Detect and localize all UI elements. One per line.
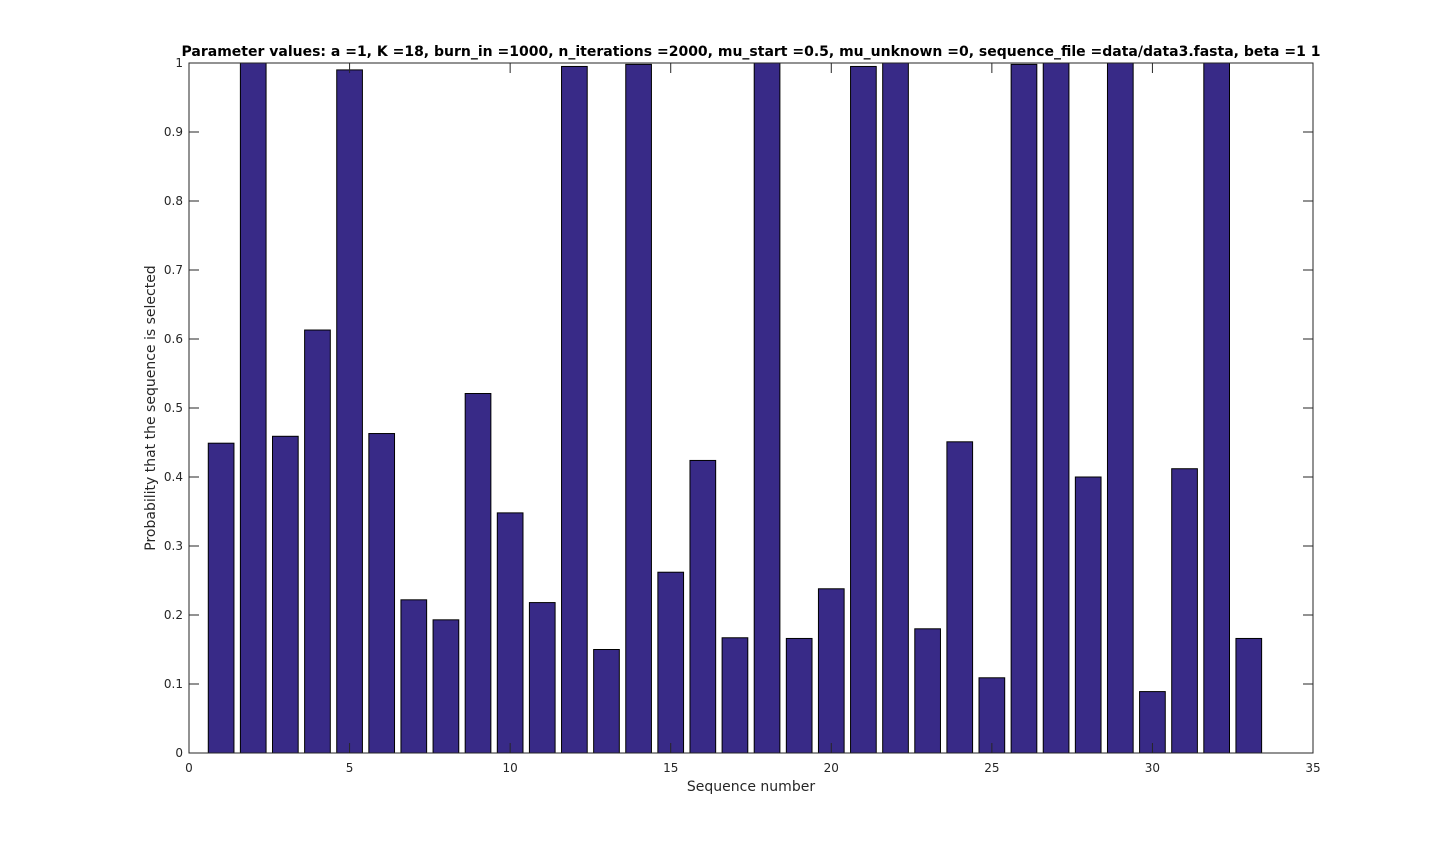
y-tick-label: 0: [175, 746, 183, 760]
bars-layer: [207, 62, 1263, 754]
y-tick-label: 0.7: [164, 263, 183, 277]
x-tick-label: 5: [346, 761, 354, 775]
bar-19: [785, 637, 813, 754]
bar-5: [336, 69, 363, 754]
bar-4: [304, 329, 331, 754]
bar-26: [1010, 63, 1038, 754]
bar-13: [593, 649, 620, 754]
x-tick-label: 35: [1305, 761, 1320, 775]
bar-15: [657, 571, 685, 754]
bar-33: [1235, 637, 1263, 754]
bar-9: [464, 393, 492, 754]
y-tick-label: 0.9: [164, 125, 183, 139]
y-tick-label: 0.3: [164, 539, 183, 553]
x-tick-label: 25: [984, 761, 999, 775]
x-axis-label: Sequence number: [687, 779, 815, 795]
ticks-layer: 0 5 10 15 20 25 30 35 0 0.1 0.2 0.3 0.4 0.5 0.6 0.7 0.8 0…: [164, 56, 1321, 775]
bar-17: [721, 637, 749, 754]
bar-30: [1139, 691, 1166, 754]
bar-18: [753, 62, 781, 754]
x-tick-label: 10: [503, 761, 518, 775]
bar-16: [689, 459, 717, 754]
y-tick-label: 0.2: [164, 608, 183, 622]
bar-20: [817, 588, 845, 754]
bar-32: [1203, 62, 1231, 754]
bar-23: [914, 628, 941, 754]
chart-title: Parameter values: a =1, K =18, burn_in =…: [182, 44, 1321, 60]
y-tick-label: 0.4: [164, 470, 183, 484]
bar-8: [432, 619, 460, 754]
bar-24: [946, 441, 974, 754]
y-tick-label: 0.8: [164, 194, 183, 208]
bar-11: [528, 602, 556, 754]
x-tick-label: 15: [663, 761, 678, 775]
y-axis-label: Probability that the sequence is selecte…: [143, 265, 159, 550]
bar-2: [239, 62, 267, 754]
y-tick-label: 0.1: [164, 677, 183, 691]
bar-14: [625, 63, 652, 754]
bar-1: [207, 442, 235, 754]
bar-21: [850, 65, 877, 754]
y-tick-label: 0.6: [164, 332, 183, 346]
y-tick-label: 1: [175, 56, 183, 70]
bar-12: [561, 65, 588, 754]
bar-31: [1171, 468, 1198, 754]
y-tick-label: 0.5: [164, 401, 183, 415]
bar-7: [400, 599, 428, 754]
bar-29: [1106, 62, 1134, 754]
bar-6: [368, 433, 396, 754]
bar-27: [1042, 62, 1070, 754]
bar-25: [978, 677, 1006, 754]
x-tick-label: 30: [1145, 761, 1160, 775]
bar-22: [882, 62, 909, 754]
bar-28: [1074, 476, 1102, 754]
bar-3: [272, 435, 299, 754]
x-tick-label: 20: [824, 761, 839, 775]
x-tick-label: 0: [185, 761, 193, 775]
bar-10: [496, 512, 524, 754]
